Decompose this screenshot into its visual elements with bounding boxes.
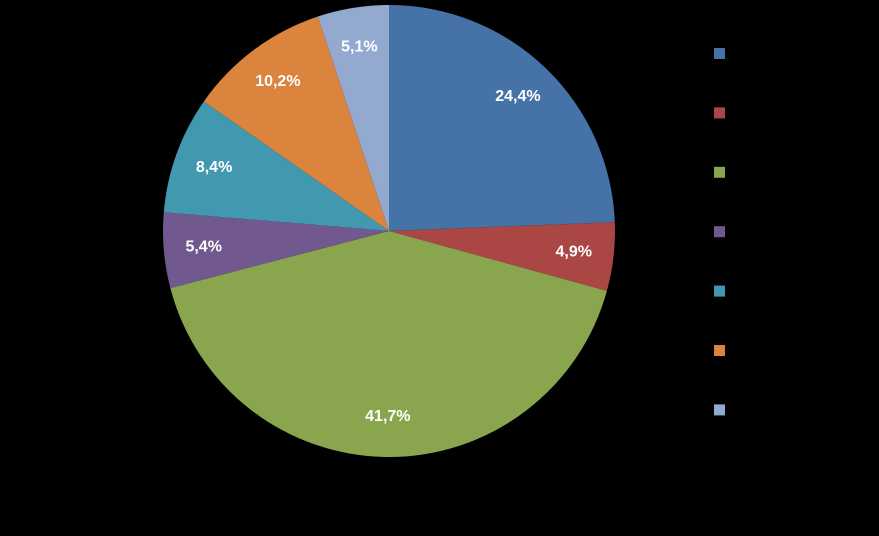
legend-swatch-4 bbox=[714, 226, 725, 238]
data-label-5: 8,4% bbox=[196, 159, 232, 176]
legend-swatch-2 bbox=[714, 107, 725, 119]
legend-swatch-6 bbox=[714, 345, 725, 356]
data-label-2: 4,9% bbox=[556, 243, 592, 260]
pie-slice-3 bbox=[170, 231, 607, 457]
data-label-4: 5,4% bbox=[185, 238, 221, 255]
legend-swatch-1 bbox=[714, 48, 725, 59]
legend-swatch-7 bbox=[714, 404, 725, 416]
legend-swatch-3 bbox=[714, 166, 725, 178]
legend bbox=[714, 48, 725, 416]
pie-slice-1 bbox=[389, 5, 615, 231]
data-label-6: 10,2% bbox=[255, 73, 300, 90]
data-label-1: 24,4% bbox=[495, 88, 540, 105]
legend-swatch-5 bbox=[714, 285, 725, 297]
pie-slice-7 bbox=[317, 5, 389, 231]
data-label-3: 41,7% bbox=[365, 408, 410, 425]
data-label-7: 5,1% bbox=[341, 39, 377, 56]
pie-slice-5 bbox=[163, 101, 389, 232]
pie-slice-4 bbox=[163, 212, 389, 289]
pie-slice-6 bbox=[203, 16, 389, 232]
pie-data-labels: 24,4% 4,9% 41,7% 5,4% 8,4% 10,2% 5,1% bbox=[185, 39, 592, 426]
pie-slice-2 bbox=[389, 222, 615, 291]
pie-slices bbox=[163, 5, 615, 457]
